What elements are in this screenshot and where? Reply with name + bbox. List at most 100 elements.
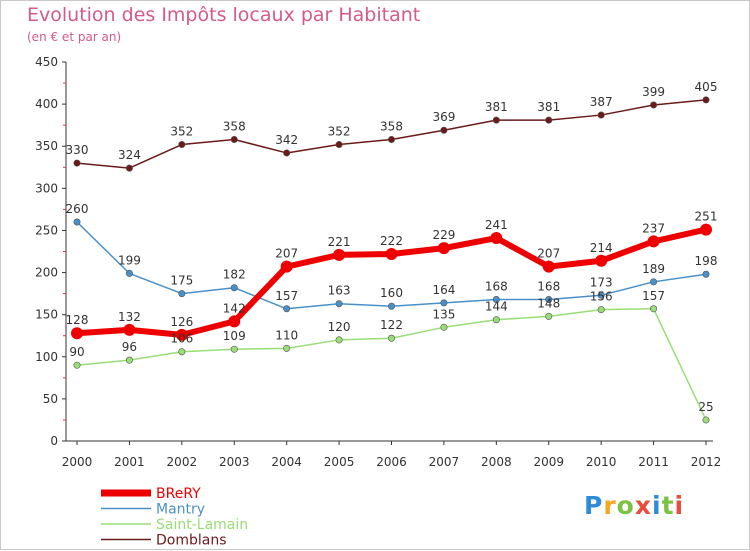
data-point: [542, 260, 555, 273]
data-label: 207: [275, 247, 298, 261]
data-point: [178, 290, 186, 298]
data-label: 352: [170, 125, 193, 139]
data-label: 352: [328, 125, 351, 139]
data-point: [387, 334, 395, 342]
data-label: 198: [695, 254, 718, 268]
legend-label: Saint-Lamain: [156, 517, 248, 533]
data-label: 156: [590, 290, 613, 304]
data-label: 157: [275, 289, 298, 303]
data-point: [437, 242, 450, 255]
data-label: 182: [223, 268, 246, 282]
data-label: 110: [275, 328, 298, 342]
data-point: [333, 248, 346, 261]
data-label: 214: [590, 241, 613, 255]
data-label: 173: [590, 275, 613, 289]
x-tick-label: 2012: [691, 455, 722, 469]
data-point: [230, 284, 238, 292]
data-label: 25: [698, 400, 713, 414]
legend-item-mantry: Mantry: [101, 502, 205, 518]
data-point: [73, 218, 81, 226]
data-point: [280, 260, 293, 273]
data-point: [650, 278, 658, 286]
data-point: [335, 300, 343, 308]
data-label: 251: [695, 210, 718, 224]
series-brery: [71, 223, 712, 341]
data-point: [123, 323, 136, 336]
data-point: [597, 111, 605, 119]
data-point: [125, 164, 133, 172]
data-point: [335, 141, 343, 149]
data-point: [702, 96, 710, 104]
data-label: 207: [537, 247, 560, 261]
data-point: [178, 348, 186, 356]
data-label: 120: [328, 320, 351, 334]
y-tick-label: 300: [35, 181, 58, 195]
x-tick-label: 2006: [376, 455, 407, 469]
x-tick-label: 2002: [167, 455, 198, 469]
data-point: [230, 135, 238, 143]
data-label: 132: [118, 310, 141, 324]
legend-label: BReRY: [156, 486, 201, 502]
y-tick-label: 100: [35, 350, 58, 364]
series-mantry: [73, 218, 710, 313]
y-tick-label: 250: [35, 223, 58, 237]
data-label: 96: [122, 340, 137, 354]
x-tick-label: 2011: [638, 455, 669, 469]
data-label: 128: [66, 313, 89, 327]
y-tick-label: 450: [35, 55, 58, 69]
data-point: [595, 254, 608, 267]
data-label: 330: [66, 143, 89, 157]
data-label: 90: [69, 345, 84, 359]
data-point: [283, 305, 291, 313]
data-label: 163: [328, 284, 351, 298]
data-label: 142: [223, 301, 246, 315]
data-label: 164: [432, 283, 455, 297]
proxiti-logo: Proxiti: [584, 491, 685, 520]
legend-label: Domblans: [156, 533, 227, 549]
data-point: [283, 149, 291, 157]
data-point: [700, 223, 712, 236]
data-point: [385, 248, 398, 261]
data-label: 144: [485, 300, 508, 314]
data-label: 106: [170, 332, 193, 346]
chart-title: Evolution des Impôts locaux par Habitant: [27, 4, 421, 26]
data-label: 126: [170, 315, 193, 329]
x-tick-label: 2007: [429, 455, 460, 469]
data-point: [490, 232, 503, 245]
data-label: 189: [642, 262, 665, 276]
chart-subtitle: (en € et par an): [27, 30, 122, 44]
data-label: 387: [590, 95, 613, 109]
data-point: [73, 361, 81, 369]
data-point: [125, 269, 133, 277]
data-point: [335, 336, 343, 344]
data-point: [597, 306, 605, 314]
x-tick-label: 2009: [533, 455, 564, 469]
x-tick-label: 2005: [324, 455, 355, 469]
data-label: 358: [380, 119, 403, 133]
data-label: 157: [642, 289, 665, 303]
data-label: 135: [432, 307, 455, 321]
data-point: [492, 116, 500, 124]
y-tick-label: 200: [35, 266, 58, 280]
data-point: [545, 312, 553, 320]
data-point: [73, 159, 81, 167]
data-label: 168: [537, 280, 560, 294]
data-point: [492, 296, 500, 304]
y-tick-label: 400: [35, 97, 58, 111]
data-label: 399: [642, 85, 665, 99]
data-point: [440, 323, 448, 331]
data-label: 109: [223, 329, 246, 343]
data-label: 369: [432, 110, 455, 124]
y-tick-label: 0: [50, 434, 58, 448]
data-point: [545, 116, 553, 124]
labels-brery: 128 132 126 142 207 221 222 229 241 207 214 237 251: [66, 210, 718, 329]
x-tick-label: 2000: [62, 455, 93, 469]
series-saint-lamain: [73, 305, 710, 424]
data-point: [178, 141, 186, 149]
data-label: 221: [328, 235, 351, 249]
data-label: 405: [695, 80, 718, 94]
data-label: 229: [432, 228, 455, 242]
data-point: [597, 291, 605, 299]
y-tick-label: 350: [35, 139, 58, 153]
